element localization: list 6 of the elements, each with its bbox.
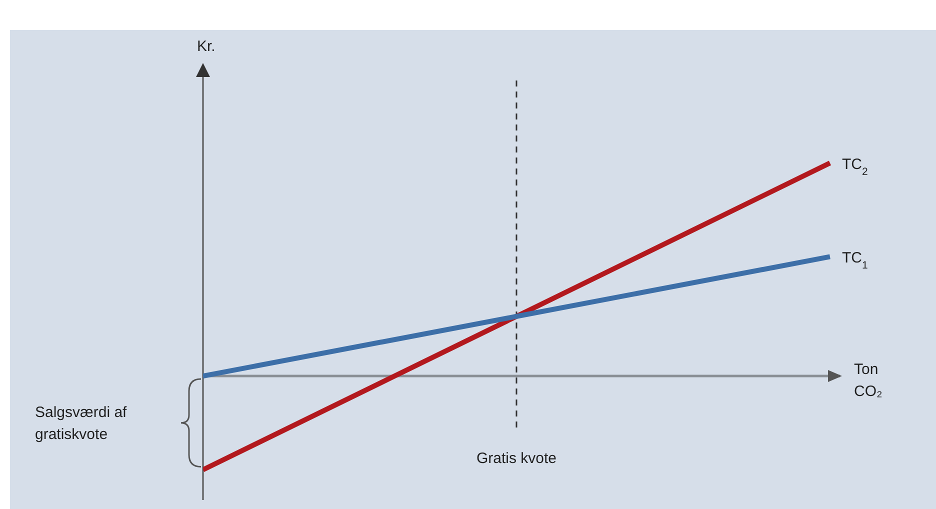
text: Kr. xyxy=(197,38,216,55)
series-label: TC$_{2}$ xyxy=(842,156,868,178)
series-label: TC$_{1}$ xyxy=(842,250,868,272)
text: Salgsværdi af gratiskvote xyxy=(35,404,128,443)
x-axis-title: Ton CO₂ xyxy=(854,361,882,400)
text: Gratis kvote xyxy=(476,450,556,468)
